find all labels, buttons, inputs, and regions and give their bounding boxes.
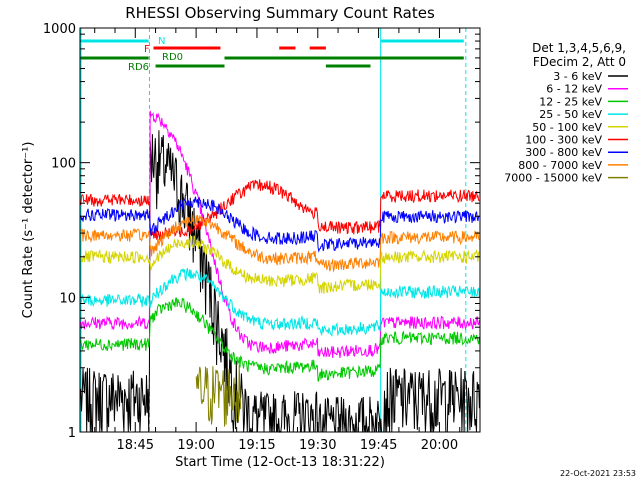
legend-entry-label: 6 - 12 keV [546,83,602,96]
footer-timestamp: 22-Oct-2021 23:53 [560,469,636,478]
y-tick-label: 10 [59,291,76,306]
x-tick-label: 19:00 [177,438,214,453]
y-tick-label: 100 [51,157,76,172]
legend-entry-label: 800 - 7000 keV [518,159,602,172]
x-tick-label: 20:00 [421,438,458,453]
x-tick-label: 19:15 [238,438,275,453]
chart-title: RHESSI Observing Summary Count Rates [125,4,435,22]
axes: 1000 100 10 1 18:45 19:00 19:15 19:30 19:45 20:00 [43,22,481,453]
legend-header: FDecim 2, Att 0 [533,55,626,69]
legend-entry-label: 25 - 50 keV [539,108,602,121]
y-tick-label: 1000 [43,22,76,37]
flag-label: RD6 [128,62,149,73]
series-line [80,179,480,242]
x-axis-label: Start Time (12-Oct-13 18:31:22) [175,455,385,470]
legend-entry-label: 50 - 100 keV [532,121,602,134]
plot-area [80,28,480,434]
y-tick-label: 1 [68,426,76,441]
flag-label: RD0 [162,52,183,63]
legend-entry-label: 300 - 800 keV [525,146,602,159]
x-tick-label: 18:45 [117,438,154,453]
y-axis-label: Count Rate (s⁻¹ detector⁻¹) [21,142,36,319]
series-line [80,196,480,253]
instrument-flags: NF RD0 RD6 [80,36,464,73]
legend-entry-label: 100 - 300 keV [525,134,602,147]
x-tick-label: 19:30 [299,438,336,453]
legend-entry-label: 7000 - 15000 keV [504,172,602,185]
series-line [195,364,242,427]
series-line [80,110,480,359]
series-line [80,130,480,434]
flag-label: F [144,44,150,55]
legend-header: Det 1,3,4,5,6,9, [532,41,626,55]
legend-entry-label: 12 - 25 keV [539,95,602,108]
series-line [80,267,480,337]
series-line [80,297,480,382]
series-line [80,234,480,294]
flag-label: N [158,36,165,47]
plot-frame [79,27,481,433]
legend-entry-label: 3 - 6 keV [553,70,602,83]
legend: Det 1,3,4,5,6,9,FDecim 2, Att 03 - 6 keV… [504,41,628,185]
x-tick-label: 19:45 [360,438,397,453]
series-line [80,214,480,273]
